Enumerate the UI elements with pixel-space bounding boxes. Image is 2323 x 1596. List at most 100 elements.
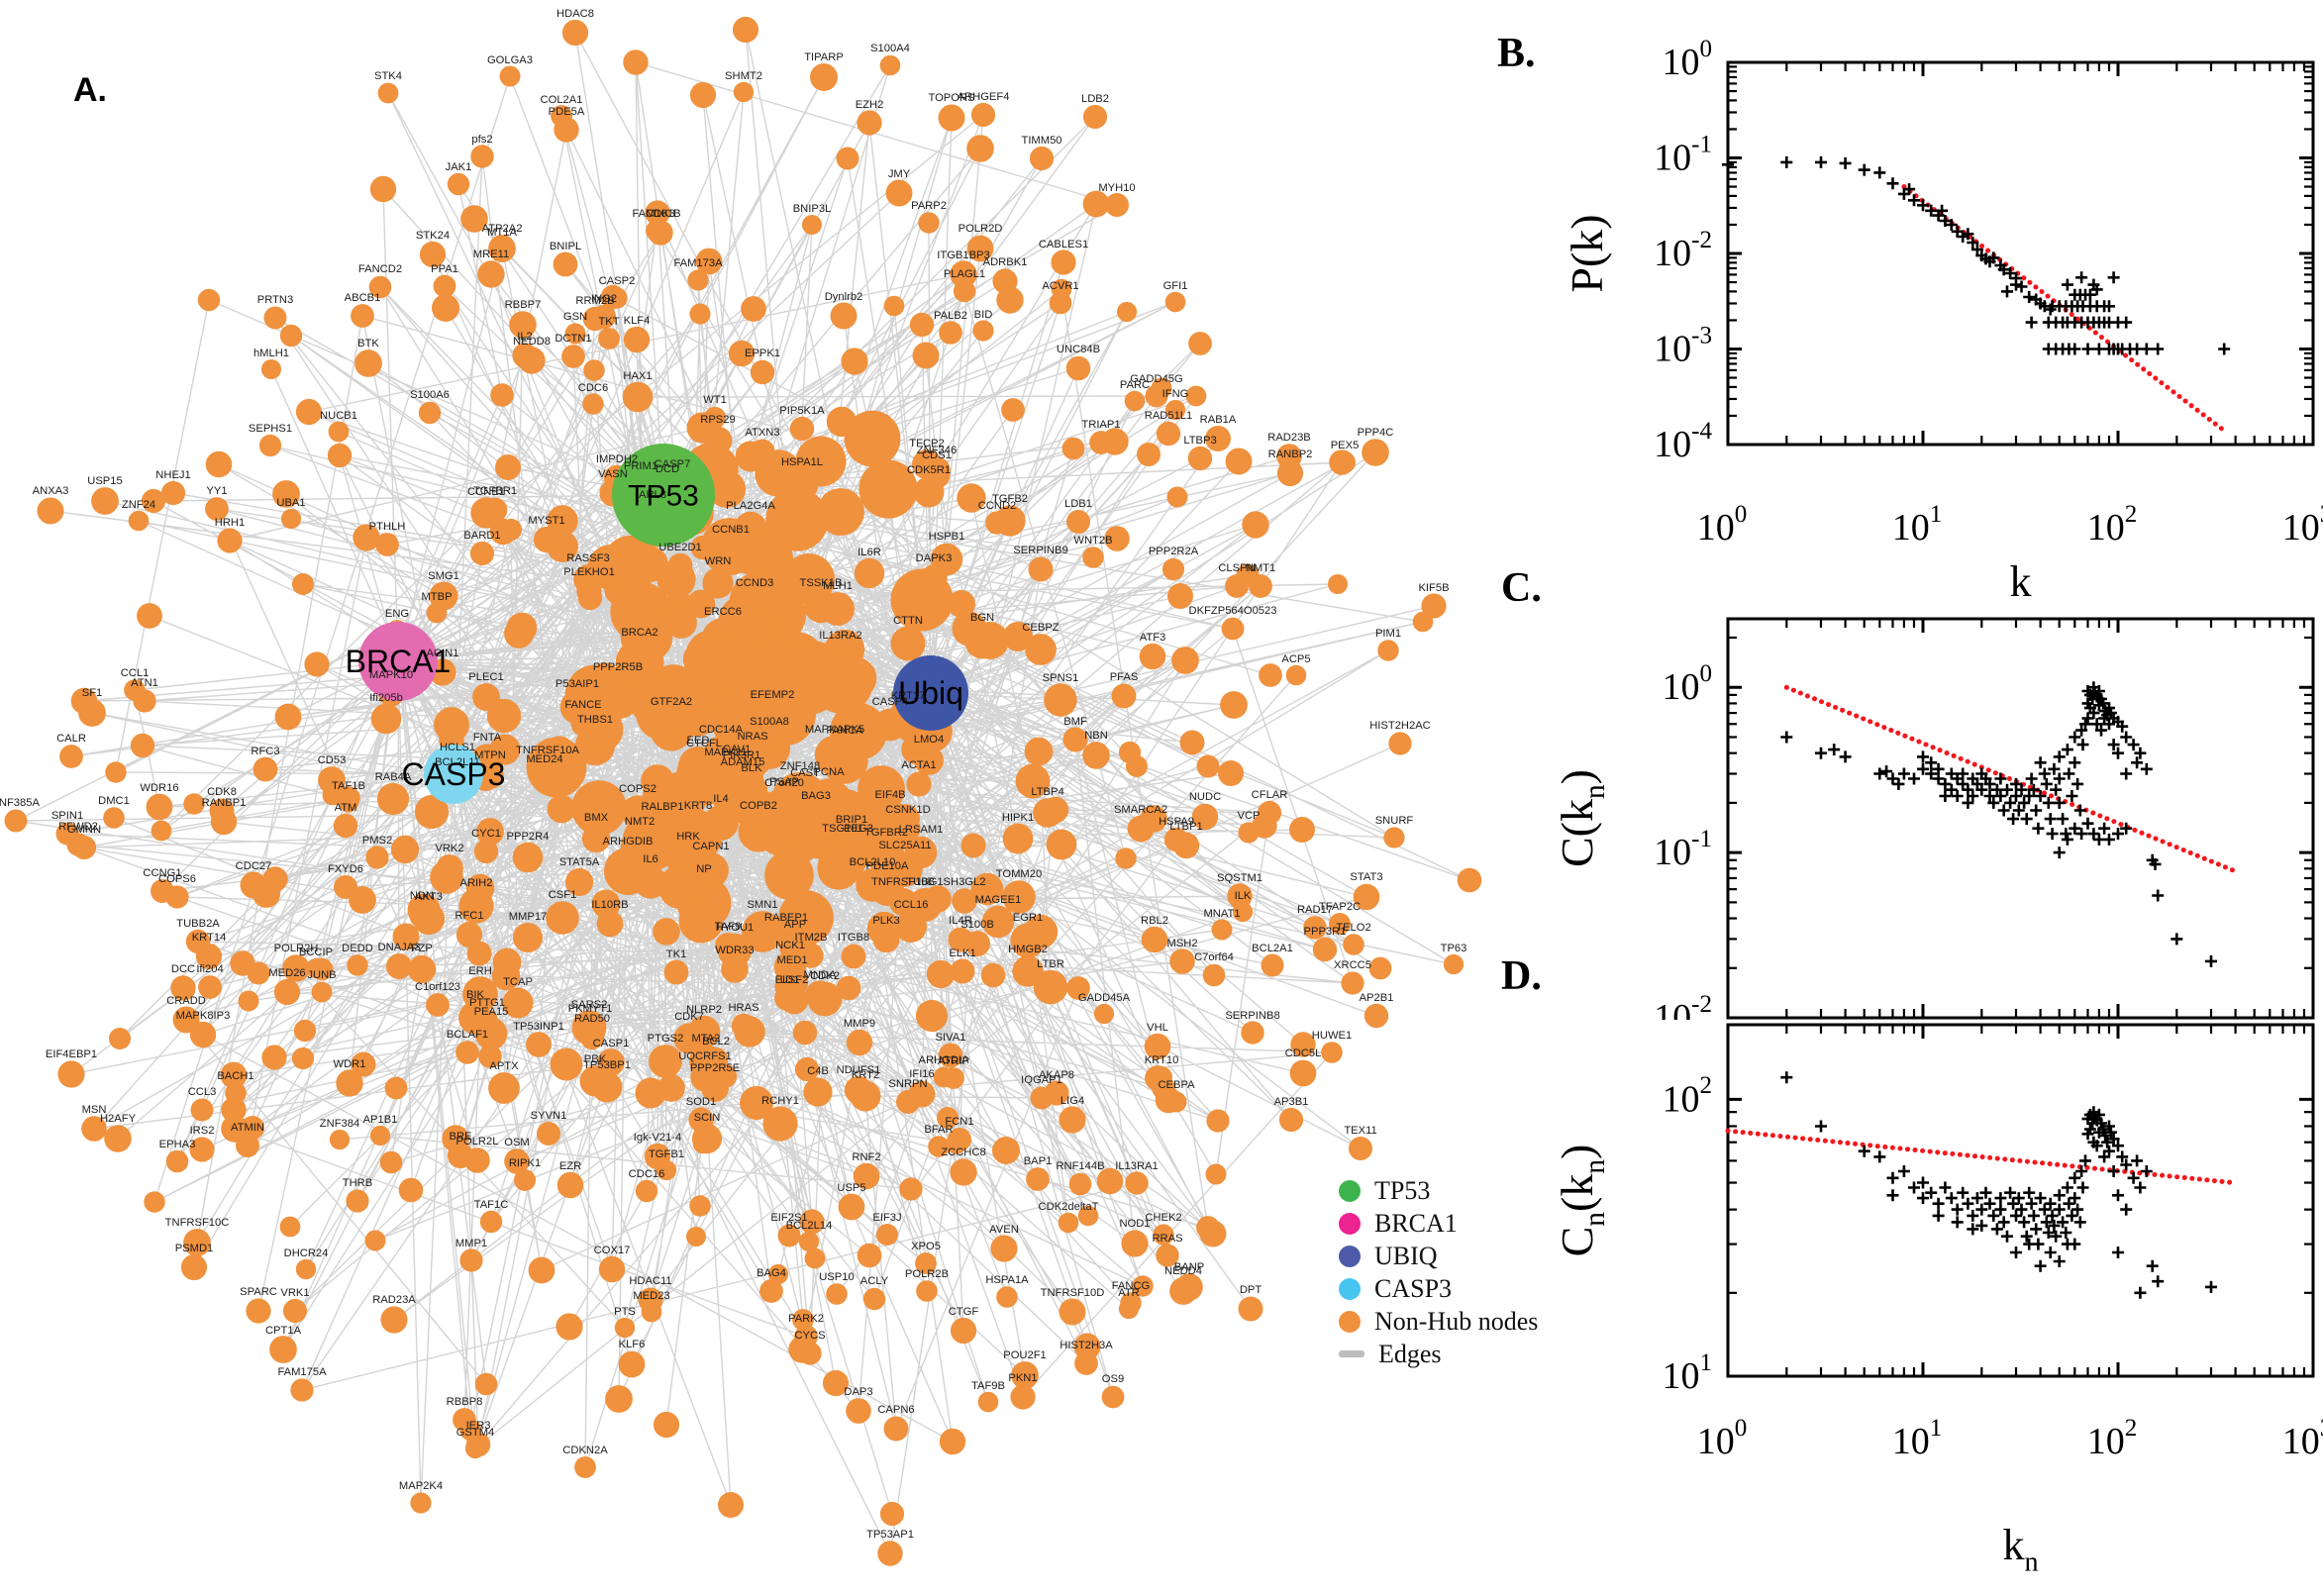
network-node	[1329, 449, 1355, 475]
network-node-label: AKAP8	[1039, 1069, 1074, 1081]
network-node-label: LRSAM1	[899, 824, 944, 836]
network-node	[799, 1209, 825, 1235]
network-node	[1132, 1275, 1154, 1297]
network-node	[571, 780, 627, 836]
network-node	[742, 911, 783, 952]
network-node-label: HSPA1L	[781, 456, 823, 468]
network-node	[282, 1298, 308, 1324]
network-node	[654, 771, 707, 825]
network-node-label: ADAM15	[721, 756, 765, 768]
network-node-label: RAD50	[574, 1013, 610, 1025]
network-node-label: MAGEE1	[975, 894, 1022, 906]
network-node-label: WNT2B	[1073, 535, 1112, 547]
network-node-label: TK1	[666, 948, 687, 960]
network-node	[1059, 1298, 1086, 1326]
network-node-label: BAG3	[801, 790, 831, 802]
network-node	[1028, 556, 1054, 582]
network-node-label: MMP9	[844, 1018, 875, 1030]
network-node	[939, 321, 962, 345]
network-node	[71, 835, 97, 860]
legend-label: TP53	[1374, 1175, 1431, 1205]
network-node-label: PLA2G4A	[726, 500, 775, 512]
network-node	[368, 275, 392, 299]
network-node	[1082, 104, 1108, 130]
network-node	[1153, 1224, 1174, 1246]
network-node	[622, 381, 654, 413]
network-node	[295, 398, 323, 426]
network-node	[939, 1428, 966, 1455]
network-node	[946, 1133, 967, 1154]
network-node	[1121, 1230, 1149, 1257]
network-node-label: HDAC8	[556, 8, 594, 20]
network-node	[950, 260, 977, 288]
network-node-label: THRB	[343, 1177, 372, 1189]
network-node-label: BCL2L11	[435, 756, 480, 768]
network-node	[130, 733, 155, 758]
network-node	[836, 147, 859, 170]
network-node	[1116, 301, 1138, 323]
network-node-label: OS9	[1102, 1373, 1124, 1385]
network-node	[1051, 249, 1076, 275]
network-node	[466, 941, 492, 966]
network-node-label: CASP4	[872, 696, 909, 708]
network-node	[495, 454, 521, 480]
network-node-label: NMT2	[625, 816, 655, 828]
network-node-label: CLSPN	[1218, 562, 1255, 574]
plot-panel-D: 102 101 100 101 102 103 kn Cn(kn)	[1552, 1023, 2323, 1577]
network-node	[474, 1372, 498, 1396]
network-node-label: PPP2R2A	[1149, 546, 1199, 557]
network-node-label: LTBR	[1037, 958, 1064, 970]
network-node-label: ITGB8	[838, 932, 869, 944]
network-node-label: FAM101B	[632, 208, 680, 220]
network-node	[1164, 291, 1186, 313]
network-node-label: TFCP2	[909, 438, 944, 449]
network-node	[1172, 832, 1200, 859]
network-node-label: POLR2H	[274, 943, 319, 954]
network-node-label: STK24	[416, 230, 450, 242]
network-node-label: ELK1	[949, 948, 975, 959]
network-nonhub-nodes	[4, 16, 1482, 1566]
network-node-label: CAPN6	[877, 1404, 914, 1416]
network-node	[804, 1247, 826, 1269]
network-node-label: IL6	[643, 853, 658, 865]
network-node	[933, 1066, 955, 1088]
network-node	[59, 745, 83, 768]
network-node-label: ATN1	[131, 677, 158, 689]
network-node-label: C7orf20	[764, 777, 804, 789]
network-node-label: PDE5A	[549, 106, 585, 118]
network-node-label: SMG1	[428, 570, 459, 582]
network-node	[1166, 486, 1188, 508]
network-node	[1221, 617, 1245, 641]
network-node-label: COX17	[594, 1245, 631, 1256]
network-node	[915, 999, 949, 1033]
network-node-label: IL13RA2	[819, 630, 862, 642]
network-node	[470, 145, 494, 168]
network-node	[1126, 755, 1148, 777]
legend-item-tp53: TP53	[1339, 1174, 1538, 1207]
network-node	[1101, 428, 1129, 455]
network-node-label: TRIAP1	[1081, 419, 1120, 431]
network-node	[279, 324, 303, 348]
network-node-label: USF2	[780, 974, 809, 986]
network-node	[1059, 1106, 1086, 1134]
network-node-label: S100B	[960, 919, 994, 931]
network-node	[1073, 1333, 1101, 1360]
network-node-label: BID	[974, 309, 993, 321]
network-node	[970, 102, 996, 128]
network-node-label: PKN1	[1008, 1372, 1037, 1384]
network-node	[1242, 511, 1269, 539]
network-node	[582, 393, 604, 415]
network-node	[778, 890, 834, 946]
y-axis-label: Cn(kn)	[1552, 1145, 1611, 1257]
network-node-label: PALB2	[934, 310, 967, 322]
network-node-label: TIMM50	[1021, 135, 1061, 147]
network-node-label: ACLY	[860, 1275, 889, 1287]
network-node	[1029, 146, 1055, 171]
network-node-label: KRT14	[192, 932, 227, 944]
network-node-label: CCL16	[894, 899, 929, 911]
network-node-label: WT1	[703, 394, 727, 406]
network-graph: MNDA Ifi205b POLR2B ZNF24 USF2 CDK3 CCNB1 BCCIP…	[0, 8, 1482, 1566]
network-node-label: BTK	[357, 338, 379, 349]
network-node-label: RFC3	[251, 746, 279, 757]
